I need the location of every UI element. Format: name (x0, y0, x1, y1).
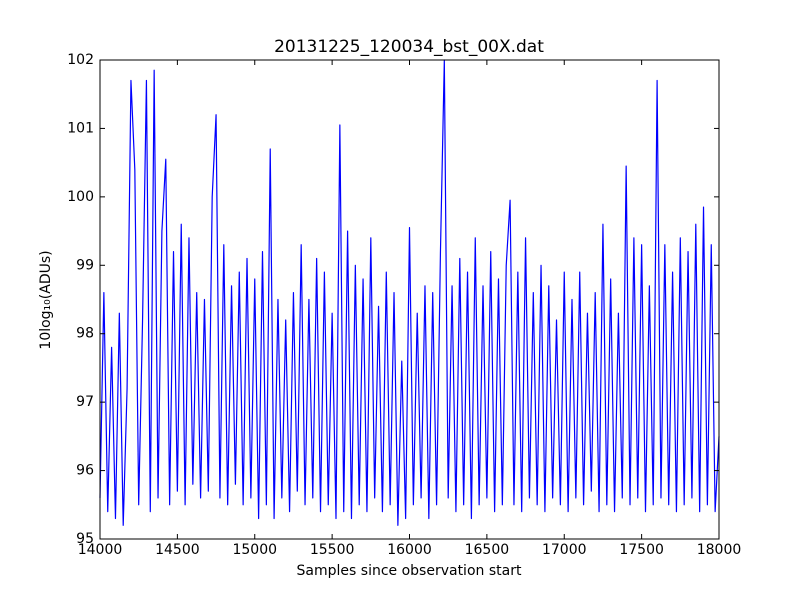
y-tick-label: 98 (76, 326, 94, 342)
x-tick-label: 16500 (465, 542, 510, 558)
x-tick-label: 15500 (310, 542, 355, 558)
y-tick-label: 95 (76, 531, 94, 547)
x-tick-label: 16000 (387, 542, 432, 558)
x-tick-label: 17500 (619, 542, 664, 558)
x-tick-label: 14500 (155, 542, 200, 558)
x-tick-label: 14000 (78, 542, 123, 558)
x-tick-label: 15000 (232, 542, 277, 558)
y-tick-label: 96 (76, 463, 94, 479)
y-tick-label: 97 (76, 394, 94, 410)
chart-title: 20131225_120034_bst_00X.dat (274, 37, 544, 57)
x-axis-label: Samples since observation start (297, 563, 522, 579)
x-tick-label: 18000 (697, 542, 742, 558)
y-tick-label: 101 (67, 120, 94, 136)
y-tick-label: 100 (67, 189, 94, 205)
y-axis-label: 10log₁₀(ADUs) (38, 250, 54, 349)
x-tick-label: 17000 (542, 542, 587, 558)
y-tick-label: 99 (76, 257, 94, 273)
y-tick-label: 102 (67, 52, 94, 68)
data-line (99, 59, 720, 526)
